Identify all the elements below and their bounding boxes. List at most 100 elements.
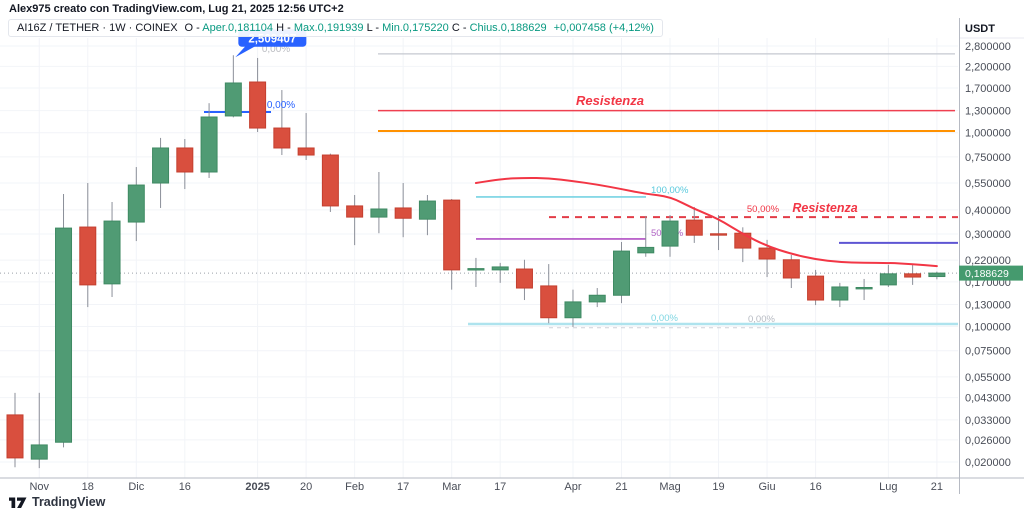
svg-text:Mar: Mar [442, 481, 461, 493]
candle-down [297, 147, 315, 156]
svg-text:21: 21 [615, 481, 627, 493]
change-value: +0,007458 (+4,12%) [553, 22, 654, 34]
svg-text:0,033000: 0,033000 [965, 415, 1011, 427]
candle-up [855, 286, 873, 290]
svg-text:Feb: Feb [345, 481, 364, 493]
svg-text:16: 16 [179, 481, 191, 493]
candle-up [152, 147, 170, 184]
legend-item-value: Aper.0,181104 [202, 22, 277, 34]
svg-text:17: 17 [494, 481, 506, 493]
candle-up [564, 301, 582, 319]
svg-text:1,700000: 1,700000 [965, 83, 1011, 95]
svg-text:0,00%: 0,00% [651, 313, 678, 324]
candle-down [79, 226, 97, 286]
last-price-badge [959, 265, 1023, 281]
legend-item-label: H - [276, 22, 294, 34]
legend-item-value: Max.0,191939 [293, 22, 367, 34]
svg-text:2,200000: 2,200000 [965, 61, 1011, 73]
svg-text:Resistenza: Resistenza [792, 201, 857, 215]
svg-text:0,020000: 0,020000 [965, 457, 1011, 469]
svg-text:Resistenza: Resistenza [576, 93, 644, 108]
candle-down [346, 205, 364, 218]
candle-down [710, 233, 728, 236]
ohlc-values: O - Aper.0,181104 H - Max.0,191939 L - M… [185, 22, 547, 34]
candle-down [758, 247, 776, 260]
svg-text:0,00%: 0,00% [262, 44, 290, 55]
tradingview-logo-text: TradingView [32, 495, 106, 509]
svg-text:100,00%: 100,00% [651, 185, 689, 196]
legend-item-label: O - [184, 22, 203, 34]
svg-text:21: 21 [931, 481, 943, 493]
svg-text:18: 18 [82, 481, 94, 493]
candle-down [394, 207, 412, 219]
svg-text:Mag: Mag [659, 481, 680, 493]
candle-up [127, 184, 145, 223]
candle-up [491, 266, 509, 271]
candle-down [782, 259, 800, 279]
svg-text:20: 20 [300, 481, 312, 493]
svg-text:Giu: Giu [758, 481, 775, 493]
svg-text:0,043000: 0,043000 [965, 393, 1011, 405]
candle-down [176, 147, 194, 173]
annotations-layer: Resistenza Resistenza 50,00% 0,00% 0,00% [262, 44, 858, 215]
svg-text:0,026000: 0,026000 [965, 435, 1011, 447]
candle-up [224, 82, 242, 117]
candle-down [273, 127, 291, 149]
candle-up [30, 444, 48, 460]
svg-text:0,400000: 0,400000 [965, 205, 1011, 217]
candle-down [443, 199, 461, 271]
candle-down [685, 219, 703, 236]
candle-down [807, 275, 825, 301]
candle-up [928, 272, 946, 278]
candle-up [588, 294, 606, 303]
candle-down [6, 414, 24, 459]
candle-up [613, 250, 630, 296]
candle-down [540, 285, 558, 319]
candle-up [661, 220, 679, 247]
candle-up [637, 246, 655, 254]
ma-line[interactable] [474, 176, 938, 268]
svg-text:16: 16 [809, 481, 821, 493]
candle-down [249, 81, 267, 129]
legend-item-value: Chius.0,188629 [469, 22, 547, 34]
candle-down [904, 273, 922, 278]
svg-text:0,750000: 0,750000 [965, 152, 1011, 164]
candle-down [515, 268, 533, 289]
candle-up [103, 220, 121, 285]
candle-up [831, 286, 849, 301]
svg-text:0,300000: 0,300000 [965, 229, 1011, 241]
tradingview-logo[interactable]: TradingView [8, 494, 105, 510]
svg-text:Nov: Nov [29, 481, 49, 493]
candle-up [467, 268, 485, 271]
candle-down [321, 154, 339, 207]
svg-text:17: 17 [397, 481, 409, 493]
svg-text:0,00%: 0,00% [748, 314, 775, 325]
svg-text:19: 19 [712, 481, 724, 493]
candle-up [200, 116, 218, 173]
symbol-title[interactable]: AI16Z / TETHER · 1W · COINEX [17, 22, 178, 34]
attribution-text: Alex975 creato con TradingView.com, Lug … [9, 3, 344, 15]
tradingview-icon [9, 497, 27, 508]
price-axis[interactable]: USDT 2,800000 2,200000 1,700000 1,300000 1,00… [959, 23, 1024, 469]
svg-text:Apr: Apr [564, 481, 581, 493]
svg-text:2025: 2025 [245, 481, 269, 493]
svg-text:0,550000: 0,550000 [965, 178, 1011, 190]
svg-text:1,000000: 1,000000 [965, 128, 1011, 140]
svg-text:0,220000: 0,220000 [965, 255, 1011, 267]
candle-down [734, 232, 752, 249]
candle-up [55, 227, 73, 443]
candle-up [879, 273, 897, 286]
svg-text:0,055000: 0,055000 [965, 372, 1011, 384]
svg-text:0,00%: 0,00% [267, 100, 295, 111]
time-axis[interactable]: Nov 18 Dic 16 2025 20 Feb 17 Mar 17 Apr 21 Mag 19 Giu 1… [29, 481, 943, 493]
svg-text:Lug: Lug [879, 481, 897, 493]
legend-item-label: C - [451, 22, 470, 34]
candle-up [418, 200, 436, 220]
svg-text:50,00%: 50,00% [747, 204, 780, 215]
svg-text:0,075000: 0,075000 [965, 346, 1011, 358]
symbol-legend[interactable]: AI16Z / TETHER · 1W · COINEX O - Aper.0,… [8, 19, 663, 37]
svg-text:1,300000: 1,300000 [965, 106, 1011, 118]
svg-text:2,800000: 2,800000 [965, 41, 1011, 53]
candles-layer[interactable] [6, 55, 946, 469]
